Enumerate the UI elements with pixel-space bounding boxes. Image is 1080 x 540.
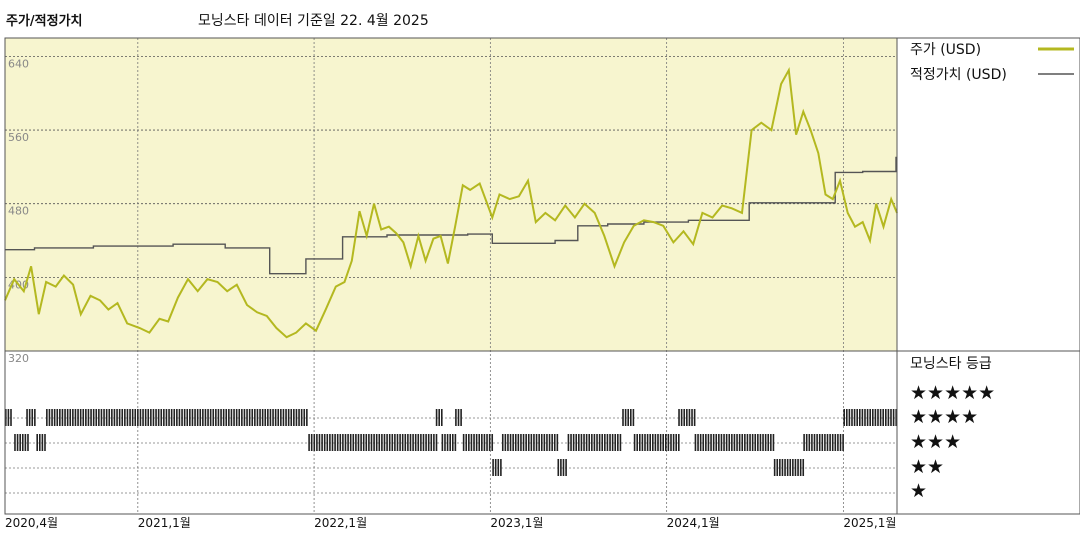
x-tick-label: 2023,1월 [490,516,543,530]
rating-3-span [492,459,502,476]
rating-5-span [622,409,635,426]
rating-4-span [441,434,457,451]
x-tick-label: 2024,1월 [667,516,720,530]
rating-5-span [843,409,897,426]
rating-panel-background [5,351,897,514]
rating-4-span [567,434,622,451]
source-note: 모닝스타 데이터 기준일 22. 4월 2025 [198,13,429,29]
x-tick-label: 2022,1월 [314,516,367,530]
x-tick-label: 2021,1월 [138,516,191,530]
rating-panel-title: 모닝스타 등급 [910,356,992,372]
fair-value-line [5,156,897,275]
rating-row-4-stars: ★★★★ [910,406,978,428]
rating-5-span [46,409,308,426]
rating-5-span [26,409,36,426]
y-tick-label: 640 [8,57,29,70]
chart-frame [4,37,1080,515]
rating-row-3-stars: ★★★ [910,431,961,453]
x-tick-label: 2020,4월 [5,516,58,530]
price-line [4,66,898,339]
rating-4-span [462,434,494,451]
plot-background [5,38,897,351]
y-tick-label: 560 [8,131,29,144]
rating-row-5-stars: ★★★★★ [910,382,995,404]
legend-price-label: 주가 (USD) [910,42,981,58]
rating-4-span [803,434,844,451]
rating-5-span [435,409,443,426]
x-tick-label: 2025,1월 [843,516,896,530]
rating-5-span [455,409,462,426]
legend-fair-value-label: 적정가치 (USD) [910,67,1007,83]
y-tick-label: 320 [8,352,29,365]
rating-4-span [308,434,438,451]
chart-title: 주가/적정가치 [6,14,83,29]
rating-4-span [694,434,775,451]
rating-4-span [633,434,680,451]
rating-4-span [501,434,559,451]
rating-row-1-star: ★ [910,480,927,502]
rating-5-span [5,409,12,426]
rating-4-span [14,434,29,451]
y-tick-label: 480 [8,205,29,218]
rating-row-2-stars: ★★ [910,456,944,478]
rating-5-span [678,409,696,426]
rating-4-span [36,434,46,451]
rating-3-span [557,459,567,476]
rating-3-span [773,459,805,476]
